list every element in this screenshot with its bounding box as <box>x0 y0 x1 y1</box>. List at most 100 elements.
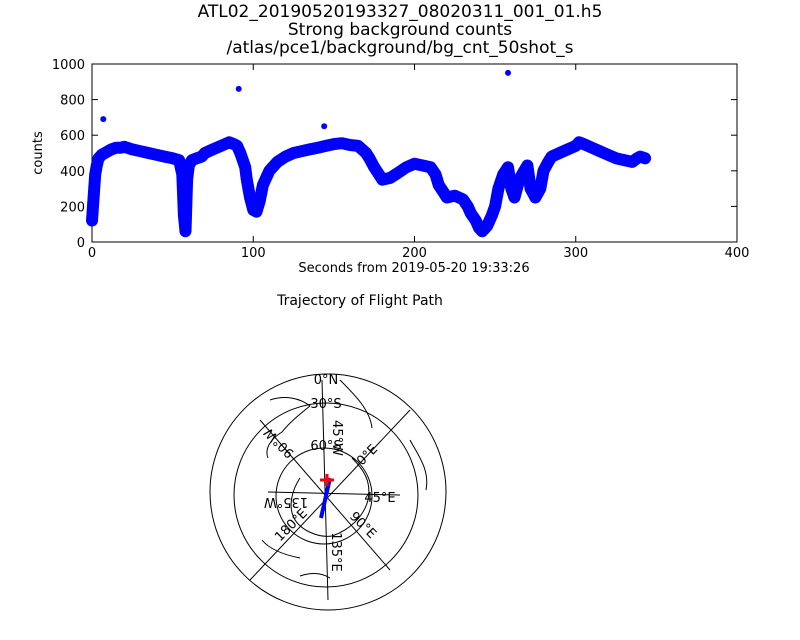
data-point <box>621 157 628 164</box>
label-0n: 0°N <box>314 373 339 388</box>
data-point <box>247 194 254 201</box>
y-tick-label: 1000 <box>52 58 85 73</box>
data-point <box>169 155 176 162</box>
data-point <box>432 171 439 178</box>
data-point <box>403 164 410 171</box>
latitude-ring-30s <box>233 402 419 588</box>
label-135e: 135°E <box>328 532 343 572</box>
outlier-point <box>235 85 242 92</box>
data-point <box>92 171 99 178</box>
data-point <box>363 150 370 156</box>
data-point <box>89 217 95 224</box>
data-point <box>548 153 555 160</box>
y-axis-label: counts <box>31 131 46 175</box>
data-point <box>242 164 249 171</box>
data-point <box>184 176 191 183</box>
data-point <box>355 142 362 149</box>
data-point <box>532 194 539 201</box>
meridian-line <box>321 379 329 601</box>
data-point <box>237 150 244 156</box>
data-point <box>266 167 273 174</box>
data-point <box>314 144 321 151</box>
data-point <box>451 192 458 199</box>
data-point <box>427 164 434 171</box>
x-tick-label: 300 <box>563 246 588 261</box>
map-boundary <box>209 373 447 611</box>
meridian-line <box>249 409 411 581</box>
data-point <box>161 153 168 160</box>
meridian-line <box>267 491 401 496</box>
data-point <box>464 203 471 210</box>
background-counts-chart: 0 100 200 300 400 0 200 400 600 800 1000 Seconds f… <box>31 58 750 276</box>
data-point <box>379 176 386 183</box>
data-point <box>479 228 486 235</box>
data-point <box>459 196 466 203</box>
data-point <box>93 162 100 169</box>
data-point <box>290 150 297 156</box>
data-point <box>521 167 528 174</box>
data-point <box>376 171 383 178</box>
data-point <box>259 182 266 189</box>
data-point <box>508 185 515 192</box>
data-point <box>505 164 512 171</box>
data-point <box>642 155 649 162</box>
data-point <box>322 142 329 149</box>
data-point <box>629 158 636 165</box>
data-point <box>495 185 502 192</box>
data-point <box>613 155 620 162</box>
data-point <box>108 146 115 153</box>
data-point <box>282 153 289 160</box>
label-30s: 30°S <box>310 397 341 412</box>
data-point <box>516 176 523 183</box>
data-point <box>298 148 305 155</box>
data-point <box>440 189 447 196</box>
data-point <box>511 194 518 201</box>
data-point <box>545 158 552 165</box>
data-point <box>371 164 378 171</box>
data-point <box>596 148 603 155</box>
data-point <box>306 146 313 153</box>
outlier-point <box>505 69 512 76</box>
data-point <box>185 162 192 169</box>
y-tick-label: 0 <box>77 236 85 251</box>
x-tick-label: 0 <box>88 246 96 261</box>
data-point <box>411 160 418 167</box>
x-axis-label: Seconds from 2019-05-20 19:33:26 <box>298 261 529 276</box>
data-point <box>137 148 144 155</box>
data-point <box>492 203 499 210</box>
data-point <box>338 140 345 147</box>
data-point <box>537 185 544 192</box>
data-point <box>218 142 224 149</box>
data-point <box>564 146 571 153</box>
map-title: Trajectory of Flight Path <box>277 293 443 309</box>
data-point <box>527 185 534 192</box>
data-point <box>330 141 337 148</box>
data-point <box>524 162 531 169</box>
coastline <box>261 379 428 579</box>
data-point <box>588 144 595 151</box>
data-point <box>180 212 187 219</box>
x-tick-label: 400 <box>725 246 750 261</box>
data-point <box>488 212 495 219</box>
data-point <box>395 169 402 176</box>
data-point <box>387 174 394 181</box>
data-point <box>243 176 250 183</box>
data-point <box>347 141 353 148</box>
data-point <box>253 208 260 215</box>
y-tick-label: 400 <box>60 165 85 180</box>
data-point <box>556 150 563 156</box>
data-point <box>182 228 189 235</box>
label-135w: 135°W <box>264 494 308 509</box>
data-points <box>86 69 652 238</box>
data-point <box>145 150 152 156</box>
chart-title-line-1: ATL02_20190520193327_08020311_001_01.h5 <box>197 2 603 22</box>
data-point <box>274 158 281 165</box>
data-point <box>605 151 611 158</box>
data-point <box>153 151 160 158</box>
data-point <box>540 167 547 174</box>
chart-title-line-3: /atlas/pce1/background/bg_cnt_50shot_s <box>226 38 574 58</box>
data-point <box>121 143 128 150</box>
data-point <box>366 155 373 162</box>
label-45w: 45°W <box>329 420 344 456</box>
outlier-point <box>321 123 328 130</box>
